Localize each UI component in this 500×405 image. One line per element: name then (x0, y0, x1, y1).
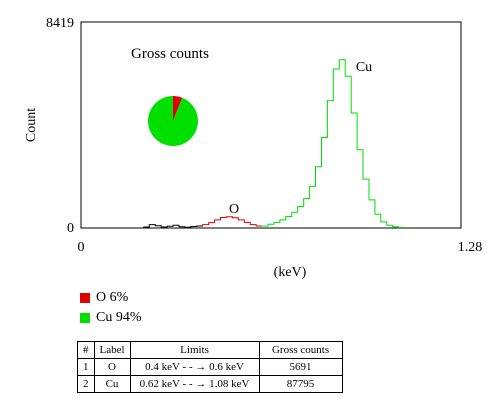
header-limits: Limits (129, 341, 260, 359)
legend-item-cu: Cu 94% (80, 308, 142, 328)
row-limits: 0.62 keV - - → 1.08 keV (129, 375, 260, 393)
row-limits: 0.4 keV - - → 0.6 keV (129, 358, 260, 376)
row-label: Cu (93, 375, 131, 393)
table-row: 2 Cu 0.62 keV - - → 1.08 keV 87795 (77, 375, 343, 393)
x-max-tick-label: 1.28 (458, 240, 483, 255)
x-axis-label: (keV) (274, 265, 307, 280)
pie-chart (147, 95, 198, 146)
series-line-background (143, 224, 203, 228)
legend-swatch-o (80, 293, 90, 303)
y-min-tick-label: 0 (67, 221, 74, 236)
pie-slice-o (173, 96, 183, 121)
y-max-tick-label: 8419 (46, 16, 74, 31)
plot-frame (80, 21, 462, 229)
legend-label-cu: Cu 94% (96, 310, 142, 325)
row-gross-counts: 5691 (258, 358, 343, 376)
legend-label-o: O 6% (96, 290, 129, 305)
header-label: Label (93, 341, 131, 359)
pie-slice-cu (147, 95, 198, 146)
header-number: # (77, 341, 95, 359)
gross-counts-table: # Label Limits Gross counts 1 O 0.4 keV … (77, 341, 343, 393)
y-axis-label: Count (24, 108, 39, 142)
legend-swatch-cu (80, 313, 90, 323)
row-number: 2 (77, 375, 95, 393)
row-gross-counts: 87795 (258, 375, 343, 393)
table-row: 1 O 0.4 keV - - → 0.6 keV 5691 (77, 358, 343, 376)
legend-item-o: O 6% (80, 288, 142, 308)
annotation-cu: Cu (356, 60, 372, 75)
header-gross-counts: Gross counts (258, 341, 343, 359)
table-header-row: # Label Limits Gross counts (77, 341, 343, 359)
spectrum-chart: 8419 0 0 1.28 Count (keV) Gross counts O… (24, 16, 483, 280)
row-label: O (93, 358, 131, 376)
legend: O 6% Cu 94% (80, 288, 142, 328)
series-layer (143, 59, 405, 228)
series-line-o (196, 216, 263, 227)
chart-title: Gross counts (131, 46, 209, 62)
series-line-cu (262, 59, 405, 228)
annotation-o: O (229, 202, 239, 217)
row-number: 1 (77, 358, 95, 376)
x-min-tick-label: 0 (78, 240, 85, 255)
